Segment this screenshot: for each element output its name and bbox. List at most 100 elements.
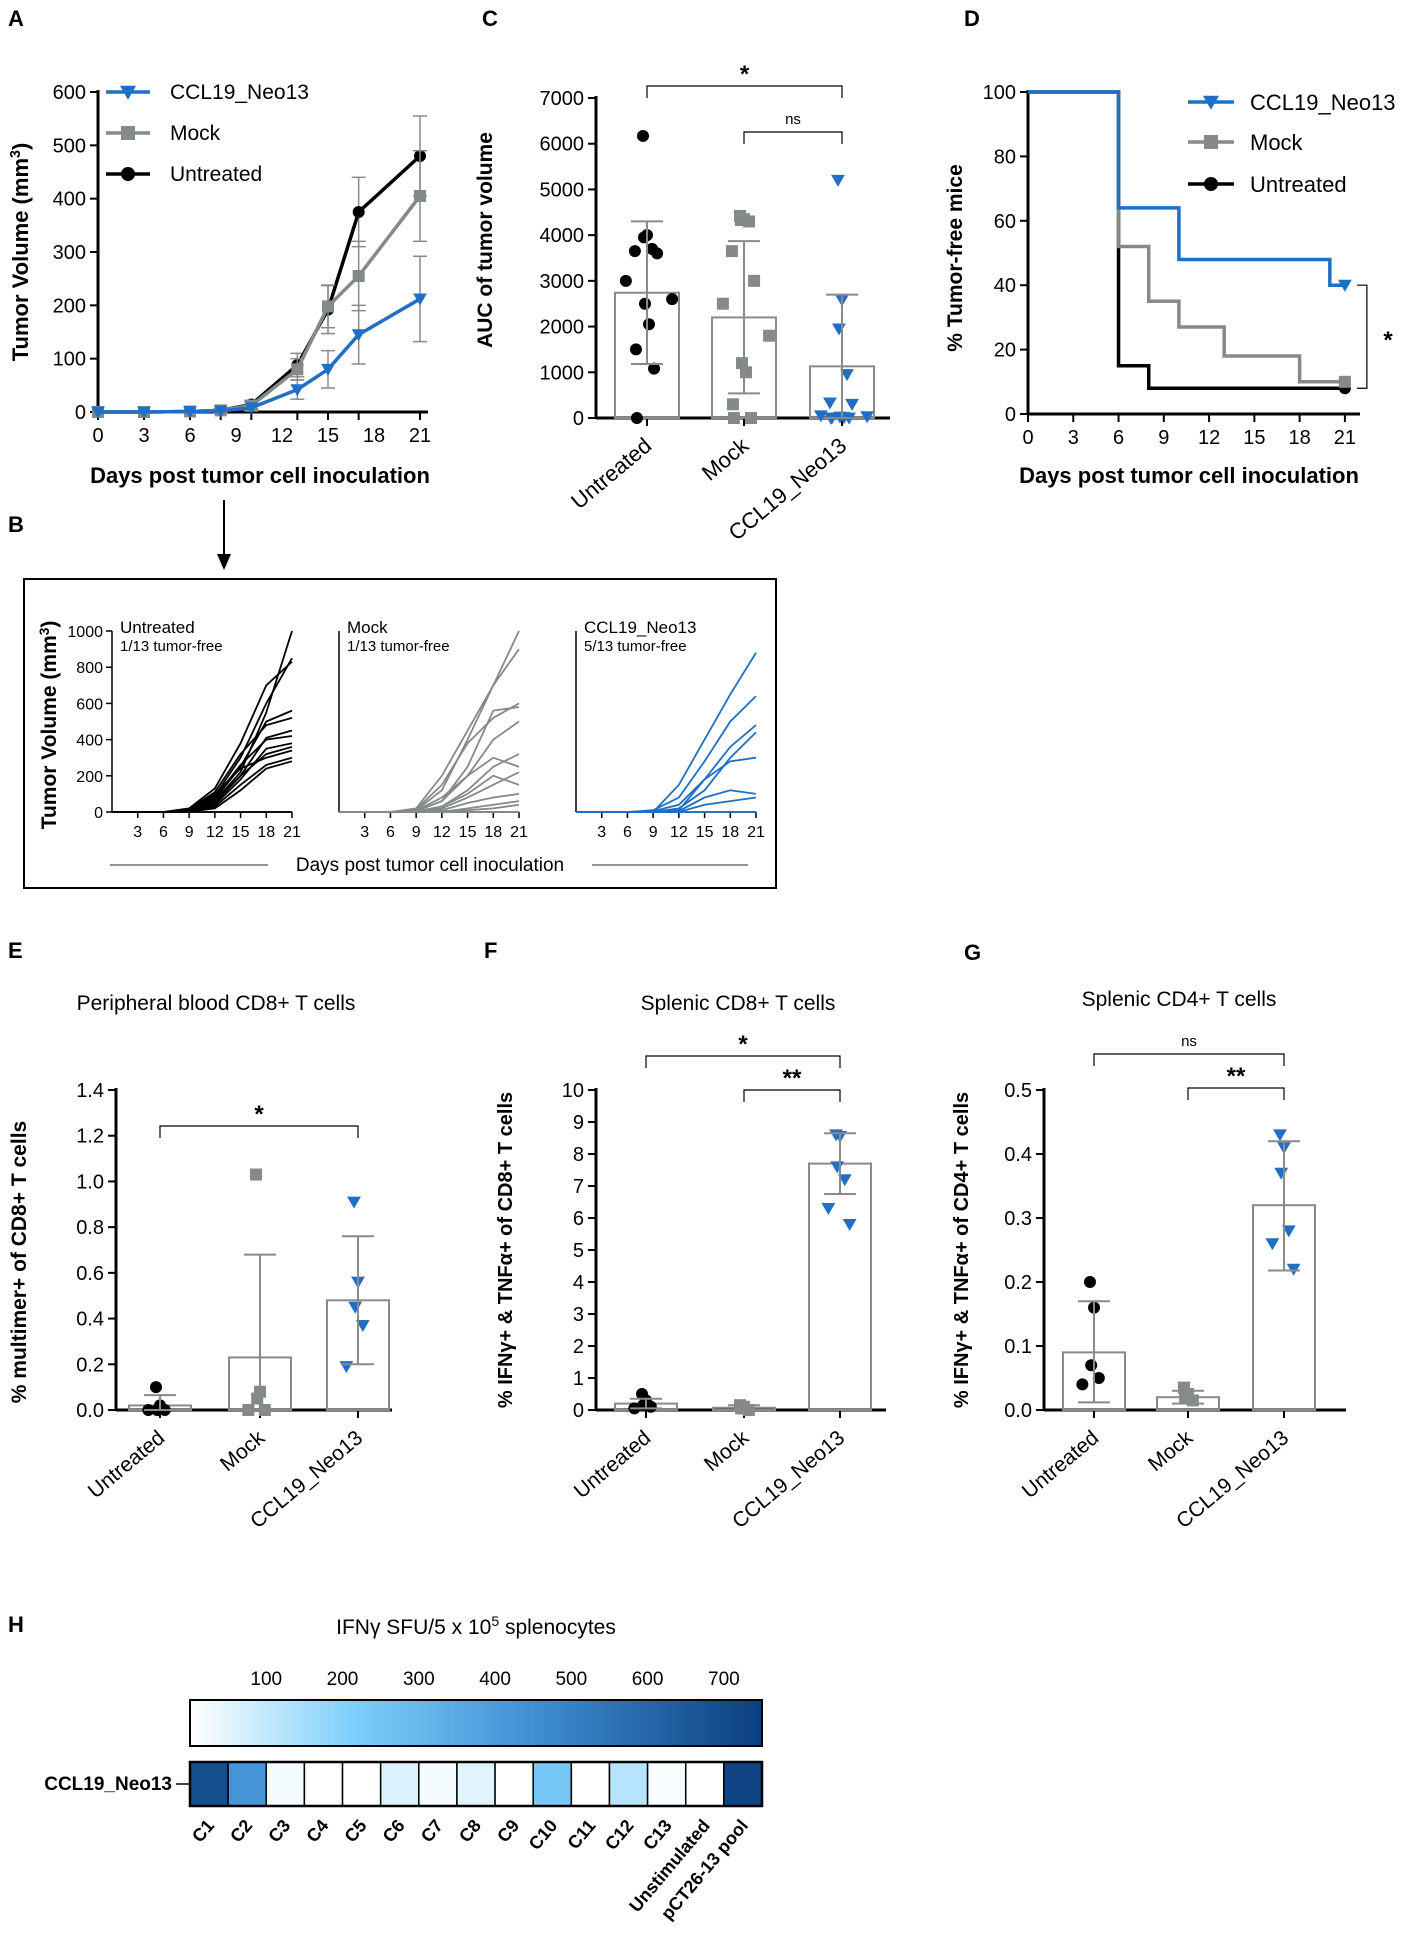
significance-label: **	[1227, 1063, 1246, 1090]
x-tick-label: Untreated	[566, 433, 656, 514]
y-axis-label: % IFNγ+ & TNFα+ of CD4+ T cells	[951, 1092, 973, 1408]
data-point	[726, 398, 739, 411]
row-label: CCL19_Neo13	[44, 1774, 172, 1795]
significance-bracket	[646, 85, 843, 98]
x-tick-label: 18	[257, 824, 275, 841]
y-tick-label: 200	[76, 769, 103, 786]
data-point	[748, 274, 761, 287]
panel-d-chart: 0 20 40 60 80 100 0 3 6 9 12 15 18 21 Days post tumor …	[944, 82, 1396, 488]
x-tick-label: 18	[484, 824, 502, 841]
mouse-line	[112, 749, 293, 813]
data-point	[1085, 1359, 1098, 1372]
heatmap-cell	[341, 1761, 382, 1807]
legend-label: CCL19_Neo13	[1250, 90, 1396, 115]
data-point	[725, 245, 738, 258]
x-tick-label: 18	[721, 824, 739, 841]
data-point	[643, 318, 655, 331]
y-tick-label: 100	[53, 349, 86, 371]
data-point	[743, 215, 756, 228]
y-axis-label: % Tumor-free mice	[944, 164, 967, 352]
x-tick-label: 21	[283, 824, 301, 841]
mouse-line	[112, 630, 293, 813]
heatmap-cell	[456, 1761, 496, 1807]
data-point	[1092, 1372, 1105, 1384]
x-tick-label: 3	[597, 824, 606, 841]
significance-label: **	[783, 1065, 802, 1092]
series-line-Untreated	[98, 154, 422, 414]
heatmap-cell	[684, 1761, 725, 1807]
x-tick-label: 12	[1198, 427, 1220, 449]
x-tick-label: Mock	[700, 1426, 754, 1476]
column-label: C4	[302, 1816, 332, 1846]
y-tick-label: 7000	[540, 88, 585, 110]
y-tick-label: 0.2	[1004, 1272, 1032, 1294]
column-label: C1	[188, 1816, 218, 1846]
data-point	[321, 363, 335, 376]
x-tick-label: 9	[1158, 427, 1169, 449]
column-label: C12	[601, 1816, 638, 1854]
data-point	[821, 1203, 836, 1215]
data-point	[630, 412, 643, 424]
heatmap-cell	[303, 1761, 344, 1807]
chart-title: Splenic CD8+ T cells	[641, 992, 836, 1015]
y-tick-label: 0	[75, 402, 86, 424]
arrow-head	[217, 554, 231, 570]
legend-label: Mock	[1250, 130, 1304, 155]
data-point	[629, 343, 642, 356]
data-point	[1265, 1238, 1280, 1251]
x-tick-label: Untreated	[570, 1426, 655, 1503]
y-tick-label: 600	[53, 82, 86, 104]
legend-label: CCL19_Neo13	[170, 81, 309, 104]
data-point	[91, 406, 105, 419]
x-tick-label: 3	[133, 824, 142, 841]
x-tick-label: 9	[230, 425, 241, 447]
y-axis-label: Tumor Volume (mm3)	[37, 621, 62, 830]
data-point	[637, 129, 649, 142]
heatmap-frame	[188, 1760, 764, 1808]
data-point	[352, 270, 365, 282]
y-tick-label: 7	[573, 1176, 584, 1198]
data-point	[651, 247, 664, 260]
chart-title: Peripheral blood CD8+ T cells	[77, 992, 356, 1015]
data-point	[845, 398, 859, 411]
significance-bracket	[1187, 1087, 1285, 1100]
y-tick-label: 40	[994, 275, 1016, 297]
column-label: C5	[341, 1816, 371, 1846]
x-tick-label: 6	[159, 824, 168, 841]
significance-label: *	[738, 1031, 748, 1058]
x-tick-label: 9	[412, 824, 421, 841]
y-tick-label: 0.5	[1004, 1080, 1032, 1102]
y-tick-label: 800	[76, 660, 103, 677]
y-tick-label: 1000	[67, 624, 103, 641]
column-label: C11	[564, 1816, 600, 1853]
x-tick-label: 15	[696, 824, 714, 841]
heatmap-cell	[646, 1761, 687, 1807]
x-tick-label: 0	[92, 425, 103, 447]
data-point	[823, 397, 837, 410]
x-tick-label: 6	[623, 824, 632, 841]
y-tick-label: 60	[994, 211, 1016, 233]
y-tick-label: 4	[573, 1272, 584, 1294]
data-point	[1274, 1167, 1289, 1180]
x-tick-label: 0	[1022, 427, 1033, 449]
panel-letter-d: D	[964, 6, 980, 31]
survival-line-Mock	[1028, 90, 1345, 384]
y-axis-label: AUC of tumor volume	[474, 132, 497, 348]
data-point	[666, 293, 679, 306]
x-tick-label: 15	[232, 824, 250, 841]
subpanel-subtitle: 1/13 tumor-free	[120, 638, 223, 655]
x-tick-label: 21	[1334, 427, 1356, 449]
column-label: C8	[455, 1816, 485, 1846]
column-label: C9	[493, 1816, 523, 1846]
x-tick-label: 15	[459, 824, 477, 841]
panel-letter-e: E	[8, 938, 23, 963]
y-axis-label: % IFNγ+ & TNFα+ of CD8+ T cells	[495, 1092, 517, 1408]
panel-letter-h: H	[8, 1612, 24, 1637]
x-tick-label: 12	[206, 824, 224, 841]
data-point	[352, 206, 365, 218]
x-tick-label: 12	[670, 824, 688, 841]
x-tick-label: Untreated	[1018, 1426, 1103, 1503]
data-point	[860, 411, 875, 424]
data-point	[355, 1320, 370, 1333]
